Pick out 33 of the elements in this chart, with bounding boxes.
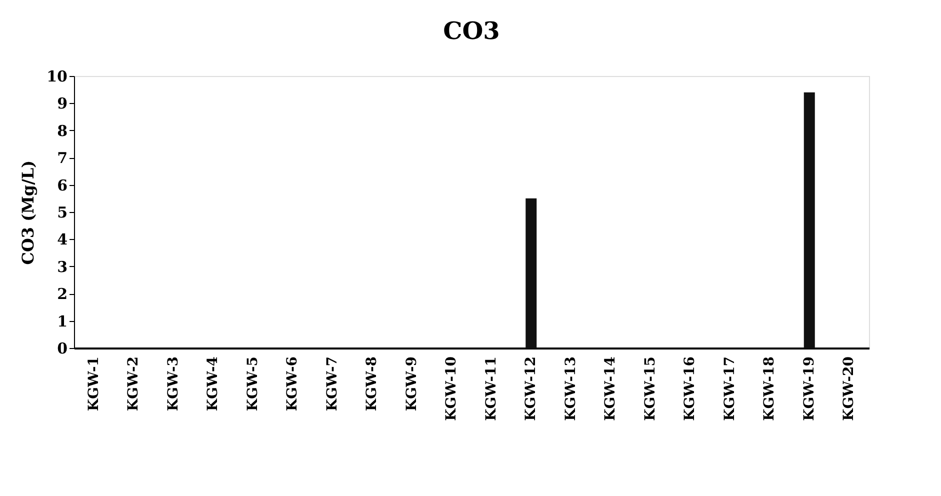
x-tick-label: KGW-9 xyxy=(404,356,420,412)
x-tick-label: KGW-10 xyxy=(444,356,460,421)
x-tick-label: KGW-7 xyxy=(324,356,340,412)
x-tick-label: KGW-20 xyxy=(841,356,858,421)
y-tick-label: 9 xyxy=(57,94,68,113)
y-tick-label: 3 xyxy=(57,258,68,276)
y-tick-label: 7 xyxy=(57,149,68,168)
x-tick-label: KGW-2 xyxy=(126,356,142,412)
y-tick-label: 2 xyxy=(57,285,68,304)
x-tick-label: KGW-11 xyxy=(483,356,500,421)
x-tick-label: KGW-1 xyxy=(86,356,102,412)
x-tick-label: KGW-12 xyxy=(523,356,540,421)
x-tick-label: KGW-18 xyxy=(762,356,778,421)
x-tick-label: KGW-13 xyxy=(562,356,579,421)
x-tick-label: KGW-8 xyxy=(364,356,380,412)
x-tick-label: KGW-16 xyxy=(682,356,698,421)
y-axis-title: CO3 (Mg/L) xyxy=(18,160,38,265)
y-tick-label: 4 xyxy=(57,230,68,249)
x-tick-label: KGW-14 xyxy=(602,356,619,421)
chart-title: CO3 xyxy=(443,16,500,45)
y-tick-label: 6 xyxy=(57,176,68,194)
x-tick-label: KGW-3 xyxy=(165,356,182,412)
y-tick-label: 1 xyxy=(57,312,68,330)
y-tick-label: 10 xyxy=(46,68,68,86)
x-tick-label: KGW-6 xyxy=(284,356,301,412)
y-tick-label: 5 xyxy=(57,204,68,222)
y-tick-label: 8 xyxy=(57,122,68,140)
x-tick-label: KGW-5 xyxy=(244,356,261,412)
y-tick-label: 0 xyxy=(57,340,68,358)
x-tick-label: KGW-19 xyxy=(801,356,818,421)
x-tick-label: KGW-4 xyxy=(205,356,222,412)
x-tick-label: KGW-17 xyxy=(722,356,738,421)
x-tick-label: KGW-15 xyxy=(642,356,658,421)
